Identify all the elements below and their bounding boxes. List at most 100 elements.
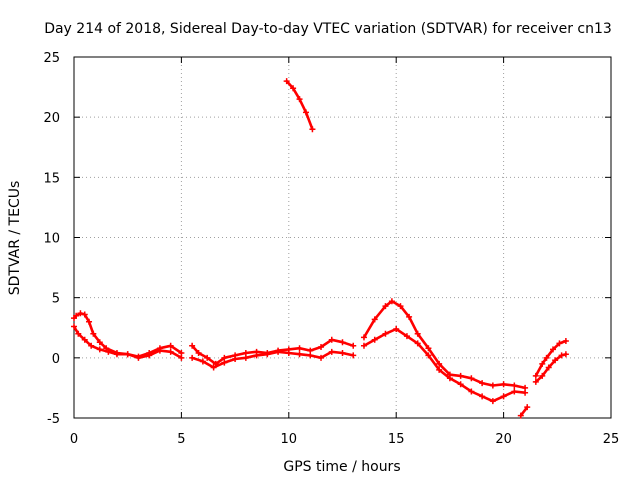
data-point <box>468 388 475 395</box>
data-point <box>403 333 410 340</box>
data-point <box>397 303 404 310</box>
y-tick-label: 20 <box>43 111 60 126</box>
data-point <box>275 348 282 355</box>
data-point <box>360 334 367 341</box>
data-point <box>406 313 413 320</box>
data-point <box>479 393 486 400</box>
axis-ticks: 0 5 10 15 20 25 -5 0 5 10 15 20 25 <box>43 51 619 447</box>
data-point <box>543 354 550 361</box>
data-point <box>253 352 260 359</box>
data-point <box>290 85 297 92</box>
data-point <box>562 337 569 344</box>
data-point <box>318 344 325 351</box>
data-point <box>88 342 95 349</box>
data-point <box>307 352 314 359</box>
data-point <box>524 404 531 411</box>
grid <box>74 57 611 418</box>
data-point <box>425 345 432 352</box>
data-point <box>113 351 120 358</box>
data-point <box>178 354 185 361</box>
data-point <box>221 359 228 366</box>
data-point <box>545 364 552 371</box>
data-point <box>296 351 303 358</box>
data-point <box>371 336 378 343</box>
data-point <box>414 340 421 347</box>
data-point <box>328 336 335 343</box>
data-point <box>210 364 217 371</box>
data-point <box>489 382 496 389</box>
data-point <box>156 347 163 354</box>
data-point <box>457 381 464 388</box>
y-tick-label: 0 <box>52 352 60 367</box>
data-point <box>77 310 84 317</box>
data-point <box>86 318 93 325</box>
x-tick-label: 25 <box>603 432 620 447</box>
x-tick-label: 10 <box>281 432 298 447</box>
data-point <box>479 380 486 387</box>
x-axis-label: GPS time / hours <box>283 459 400 475</box>
data-point <box>382 330 389 337</box>
data-point <box>500 381 507 388</box>
data-point <box>446 375 453 382</box>
data-point <box>167 342 174 349</box>
data-point <box>339 350 346 357</box>
data-point <box>350 342 357 349</box>
data-point <box>350 352 357 359</box>
data-point <box>425 352 432 359</box>
y-tick-label: 25 <box>43 51 60 66</box>
data-point <box>550 346 557 353</box>
data-point <box>296 345 303 352</box>
data-point <box>81 311 88 318</box>
data-point <box>468 375 475 382</box>
data-point <box>489 398 496 405</box>
data-point <box>90 330 97 337</box>
y-tick-label: 15 <box>43 171 60 186</box>
data-point <box>532 372 539 379</box>
x-tick-label: 15 <box>388 432 405 447</box>
data-point <box>283 78 290 85</box>
series-seg-d <box>190 350 355 369</box>
data-point <box>96 339 103 346</box>
data-point <box>414 330 421 337</box>
data-point <box>511 382 518 389</box>
data-point <box>71 323 77 330</box>
data-point <box>124 351 131 358</box>
data-point <box>296 96 303 103</box>
data-point <box>189 342 196 349</box>
data-point <box>167 348 174 355</box>
data-point <box>73 312 80 319</box>
data-point <box>382 303 389 310</box>
data-point <box>285 350 292 357</box>
data-point <box>264 351 271 358</box>
x-tick-label: 20 <box>495 432 512 447</box>
data-point <box>539 372 546 379</box>
data-point <box>556 340 563 347</box>
y-tick-label: 10 <box>43 232 60 247</box>
data-point <box>318 354 325 361</box>
data-point <box>393 325 400 332</box>
data-point <box>309 126 316 133</box>
data-point <box>558 352 565 359</box>
data-point <box>539 360 546 367</box>
series-seg-i <box>534 339 568 378</box>
data-point <box>96 346 103 353</box>
y-tick-label: 5 <box>52 292 60 307</box>
data-point <box>199 358 206 365</box>
data-point <box>360 342 367 349</box>
data-point <box>500 393 507 400</box>
data-point <box>242 354 249 361</box>
data-point <box>105 348 112 355</box>
y-tick-label: -5 <box>47 412 60 427</box>
data-point <box>204 354 211 361</box>
data-point <box>135 354 142 361</box>
series-seg-g <box>362 327 527 403</box>
data-point <box>75 330 82 337</box>
data-point <box>436 366 443 373</box>
data-point <box>189 354 196 361</box>
series-seg-h <box>519 405 529 417</box>
x-tick-label: 0 <box>70 432 78 447</box>
data-point <box>562 351 569 358</box>
data-point <box>328 348 335 355</box>
data-point <box>436 360 443 367</box>
chart-title: Day 214 of 2018, Sidereal Day-to-day VTE… <box>44 21 612 37</box>
